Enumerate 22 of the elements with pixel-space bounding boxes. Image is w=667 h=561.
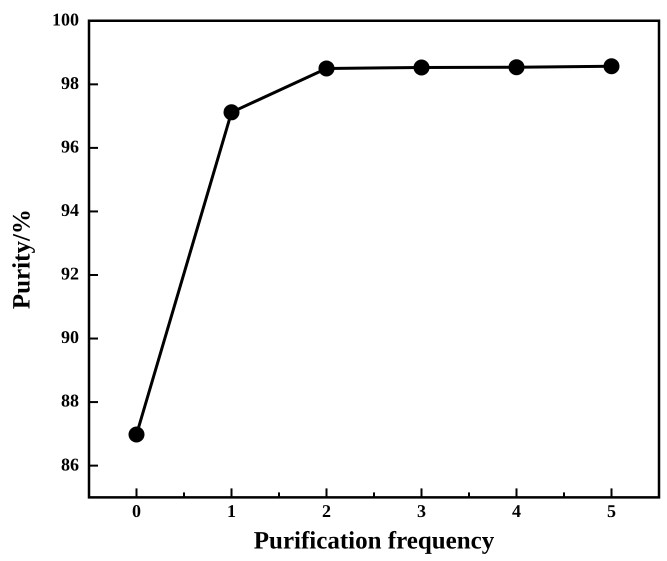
y-tick-label: 96	[61, 136, 79, 157]
y-tick-label: 92	[61, 264, 79, 284]
y-tick-label: 88	[61, 390, 79, 411]
y-tick-label: 100	[52, 9, 79, 30]
point	[508, 59, 524, 76]
point	[128, 426, 144, 442]
x-tick-label: 5	[607, 500, 616, 521]
y-tick-label: 98	[61, 73, 79, 94]
y-tick-label: 86	[61, 454, 79, 474]
x-axis-title: Purification frequency	[254, 527, 495, 554]
point	[318, 60, 334, 76]
x-tick-label: 2	[322, 500, 331, 521]
y-tick-label: 94	[61, 200, 79, 220]
point	[224, 104, 240, 120]
x-tick-label: 0	[132, 500, 141, 521]
point	[604, 58, 620, 74]
point	[414, 60, 430, 76]
x-tick-label: 1	[227, 500, 236, 521]
x-tick-label: 3	[417, 500, 426, 521]
y-axis-title: Purity/%	[8, 209, 36, 310]
y-tick-label: 90	[61, 327, 79, 348]
x-tick-label: 4	[512, 500, 521, 521]
